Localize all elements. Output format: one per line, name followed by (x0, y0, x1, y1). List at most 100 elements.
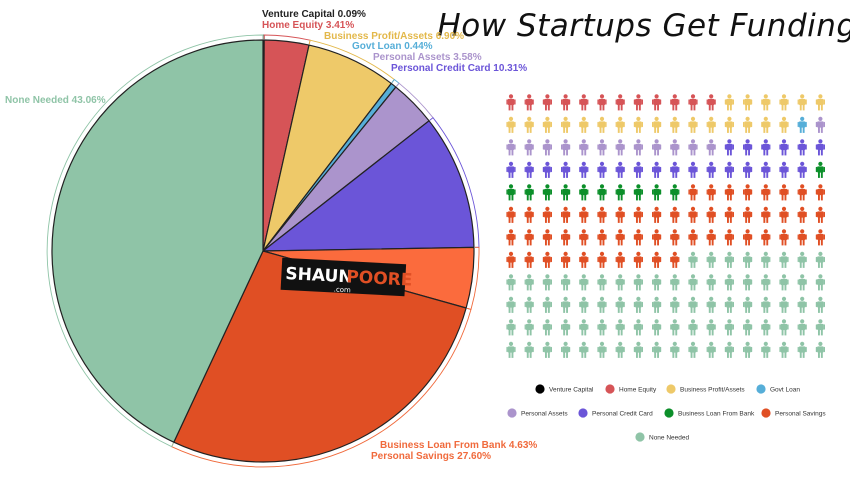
person-icon (633, 274, 643, 291)
person-icon (597, 139, 607, 156)
person-icon (542, 184, 552, 201)
person-icon (652, 274, 662, 291)
person-icon (561, 251, 571, 268)
person-icon (652, 251, 662, 268)
legend-label-business-loan-from-bank: Business Loan From Bank (678, 410, 755, 417)
person-icon (542, 116, 552, 133)
person-icon (633, 161, 643, 178)
person-icon (652, 206, 662, 223)
person-icon (633, 341, 643, 358)
watermark-text-left: SHAUN (285, 264, 353, 287)
person-icon (597, 184, 607, 201)
person-icon (688, 94, 698, 111)
person-icon (724, 94, 734, 111)
pie-label-govt-loan: Govt Loan 0.44% (352, 41, 433, 52)
person-icon (542, 296, 552, 313)
person-icon (579, 161, 589, 178)
person-icon (706, 274, 716, 291)
person-icon (506, 94, 516, 111)
person-icon (524, 161, 534, 178)
person-icon (706, 341, 716, 358)
pie-label-venture-capital: Venture Capital 0.09% (262, 9, 366, 20)
person-icon (542, 206, 552, 223)
person-icon (724, 319, 734, 336)
person-icon (761, 184, 771, 201)
person-icon (615, 296, 625, 313)
person-icon (815, 206, 825, 223)
legend-label-home-equity: Home Equity (619, 386, 657, 393)
watermark-text-right: POORE (346, 267, 413, 290)
person-icon (597, 161, 607, 178)
person-icon (688, 184, 698, 201)
person-icon (743, 229, 753, 246)
person-icon (506, 319, 516, 336)
person-icon (542, 139, 552, 156)
person-icon (706, 229, 716, 246)
person-icon (561, 319, 571, 336)
person-icon (797, 319, 807, 336)
person-icon (724, 139, 734, 156)
person-icon (597, 229, 607, 246)
person-icon (597, 206, 607, 223)
person-icon (743, 341, 753, 358)
person-icon (743, 161, 753, 178)
person-icon (524, 251, 534, 268)
person-icon (797, 206, 807, 223)
person-icon (688, 251, 698, 268)
person-icon (779, 184, 789, 201)
person-icon (561, 161, 571, 178)
person-icon (779, 229, 789, 246)
person-icon (815, 341, 825, 358)
pie-label-personal-assets: Personal Assets 3.58% (373, 52, 482, 63)
person-icon (506, 341, 516, 358)
legend-swatch-personal-credit-card (578, 408, 588, 418)
chart-title: How Startups Get Funding (437, 8, 850, 44)
person-icon (688, 341, 698, 358)
person-icon (542, 94, 552, 111)
person-icon (761, 296, 771, 313)
pie-labels: Venture Capital 0.09%Home Equity 3.41%Bu… (5, 9, 537, 468)
label-bracket-none-needed (46, 34, 264, 448)
person-icon (743, 116, 753, 133)
person-icon (652, 139, 662, 156)
person-icon (561, 206, 571, 223)
person-icon (506, 139, 516, 156)
person-icon (633, 296, 643, 313)
legend-swatch-govt-loan (756, 384, 766, 394)
pie-label-personal-savings: Personal Savings 27.60% (371, 451, 491, 462)
person-icon (688, 229, 698, 246)
person-icon (724, 341, 734, 358)
person-icon (706, 296, 716, 313)
person-icon (761, 229, 771, 246)
person-icon (797, 251, 807, 268)
legend-swatch-home-equity (605, 384, 615, 394)
person-icon (743, 184, 753, 201)
person-icon (615, 139, 625, 156)
person-icon (724, 251, 734, 268)
person-icon (542, 341, 552, 358)
person-icon (561, 274, 571, 291)
person-icon (652, 319, 662, 336)
label-bracket-personal-credit-card (429, 117, 480, 248)
person-icon (579, 229, 589, 246)
person-icon (815, 251, 825, 268)
person-icon (579, 116, 589, 133)
person-icon (761, 116, 771, 133)
person-icon (670, 229, 680, 246)
person-icon (579, 184, 589, 201)
person-icon (688, 296, 698, 313)
person-icon (579, 139, 589, 156)
person-icon (706, 94, 716, 111)
person-icon (652, 184, 662, 201)
person-icon (724, 296, 734, 313)
person-icon (724, 229, 734, 246)
person-icon (670, 161, 680, 178)
person-icon (761, 161, 771, 178)
person-icon (797, 229, 807, 246)
person-icon (670, 184, 680, 201)
person-icon (506, 296, 516, 313)
person-icon (688, 139, 698, 156)
pie-label-home-equity: Home Equity 3.41% (262, 20, 354, 31)
legend-label-govt-loan: Govt Loan (770, 386, 800, 393)
